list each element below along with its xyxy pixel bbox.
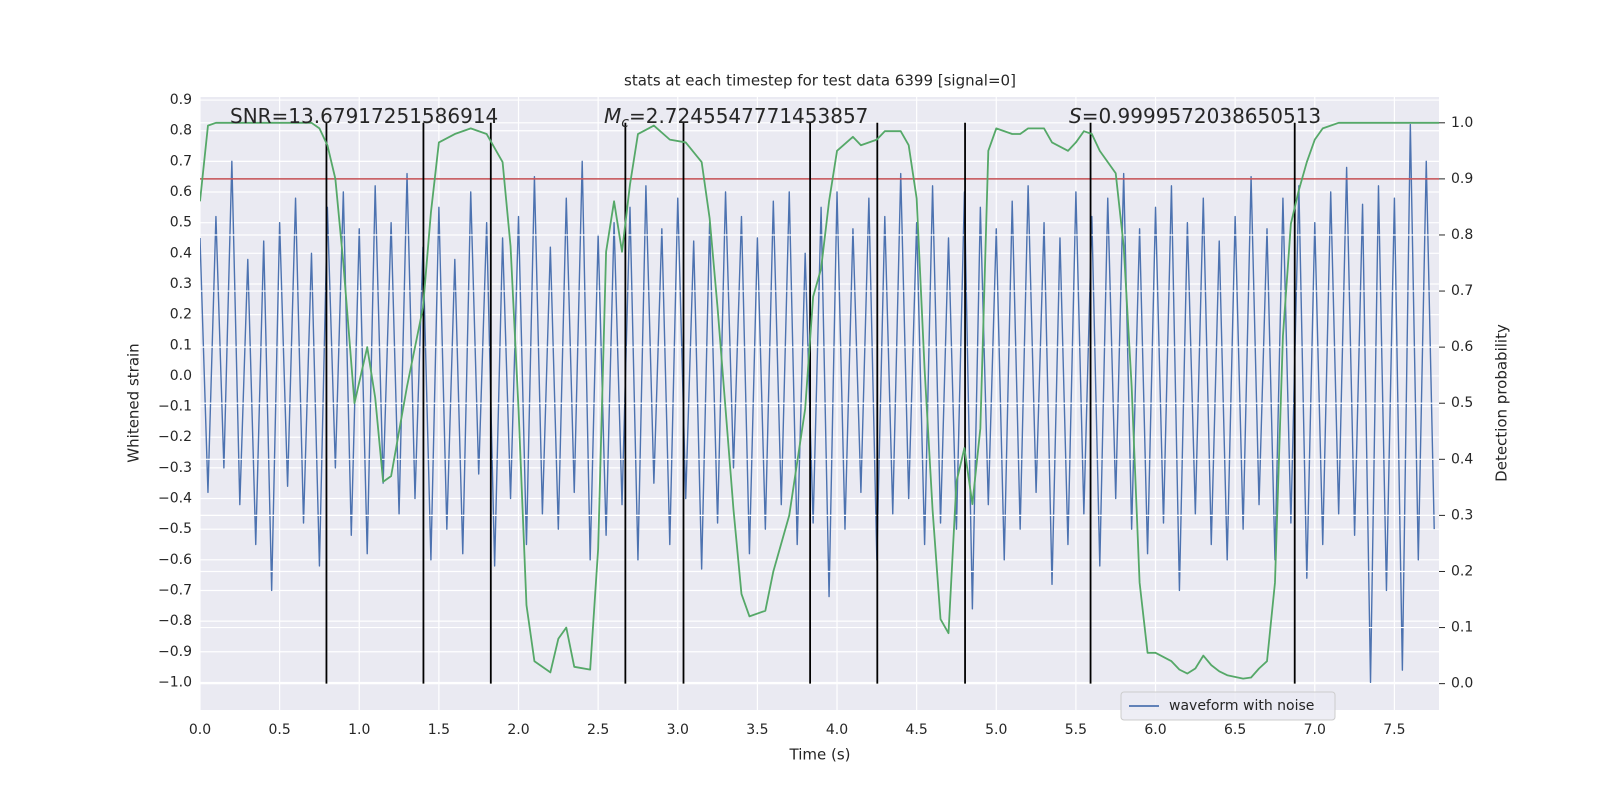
annotation-symbol: S	[1069, 104, 1082, 128]
x-tick-label: 0.5	[268, 722, 290, 738]
legend-label: waveform with noise	[1169, 698, 1314, 714]
y2-tick-label: 0.9	[1451, 171, 1473, 187]
y2-tick-label: 0.7	[1451, 283, 1473, 299]
annotation-text: =2.7245547771453857	[629, 104, 868, 128]
legend-box	[1120, 691, 1336, 721]
y2-tick-label: 0.1	[1451, 620, 1473, 636]
y-tick-label: −0.9	[158, 644, 192, 660]
y-tick-label: 0.7	[170, 153, 192, 169]
y-tick-label: 0.6	[170, 184, 192, 200]
y-tick-label: 0.2	[170, 307, 192, 323]
y-tick-label: −1.0	[158, 674, 192, 690]
series-line	[200, 123, 1435, 684]
x-tick-label: 0.0	[189, 722, 211, 738]
x-tick-label: 6.0	[1144, 722, 1166, 738]
annotation-symbol: M	[604, 104, 621, 128]
x-tick-label: 7.0	[1304, 722, 1326, 738]
annotation: S=0.9999572038650513	[1069, 104, 1321, 128]
y2-axis-label: Detection probability	[1493, 324, 1511, 482]
y-tick-label: −0.1	[158, 399, 192, 415]
x-tick-label: 5.0	[985, 722, 1007, 738]
y-tick-label: −0.4	[158, 491, 192, 507]
chart-title: stats at each timestep for test data 639…	[624, 72, 1016, 90]
y2-tick-label: 0.4	[1451, 451, 1473, 467]
y2-tick-label: 1.0	[1451, 115, 1473, 131]
x-tick-label: 5.5	[1065, 722, 1087, 738]
y-tick-label: −0.3	[158, 460, 192, 476]
y-tick-label: 0.1	[170, 337, 192, 353]
y-tick-label: 0.8	[170, 123, 192, 139]
x-tick-label: 4.0	[826, 722, 848, 738]
y2-tick-label: 0.8	[1451, 227, 1473, 243]
x-tick-label: 7.5	[1383, 722, 1405, 738]
y-tick-label: 0.3	[170, 276, 192, 292]
y-tick-label: 0.4	[170, 245, 192, 261]
y-tick-label: −0.2	[158, 429, 192, 445]
annotation: SNR=13.67917251586914	[230, 104, 498, 128]
x-tick-label: 1.5	[428, 722, 450, 738]
annotation-text: =0.9999572038650513	[1082, 104, 1321, 128]
y2-tick-label: 0.0	[1451, 676, 1473, 692]
y-tick-label: −0.5	[158, 521, 192, 537]
y2-tick-label: 0.2	[1451, 563, 1473, 579]
y-tick-label: 0.0	[170, 368, 192, 384]
y-tick-label: −0.8	[158, 613, 192, 629]
y-tick-label: 0.9	[170, 92, 192, 108]
y-tick-label: 0.5	[170, 215, 192, 231]
x-tick-label: 2.5	[587, 722, 609, 738]
x-axis-label: Time (s)	[789, 746, 851, 764]
y-axis-label: Whitened strain	[125, 343, 143, 462]
y2-tick-label: 0.6	[1451, 339, 1473, 355]
y2-tick-label: 0.3	[1451, 507, 1473, 523]
x-tick-label: 6.5	[1224, 722, 1246, 738]
x-tick-label: 2.0	[507, 722, 529, 738]
y-tick-label: −0.6	[158, 552, 192, 568]
x-tick-label: 4.5	[906, 722, 928, 738]
y-tick-label: −0.7	[158, 582, 192, 598]
y2-tick-label: 0.5	[1451, 395, 1473, 411]
x-tick-label: 3.0	[667, 722, 689, 738]
annotation-subscript: c	[621, 115, 629, 131]
annotation-text: SNR=13.67917251586914	[230, 104, 498, 128]
x-tick-label: 1.0	[348, 722, 370, 738]
annotation: Mc=2.7245547771453857	[604, 104, 868, 132]
series-line	[200, 121, 1439, 680]
x-tick-label: 3.5	[746, 722, 768, 738]
